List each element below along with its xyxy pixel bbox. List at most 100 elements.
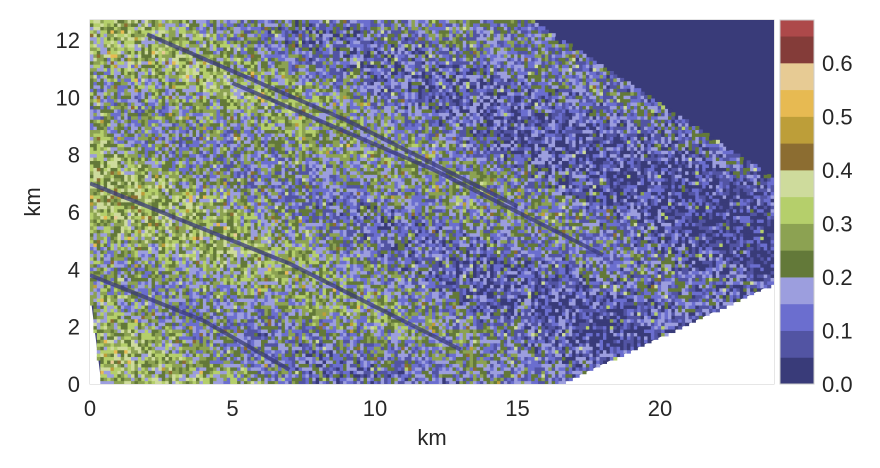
field-cell xyxy=(199,153,204,158)
field-cell xyxy=(90,267,95,272)
field-cell xyxy=(117,167,122,172)
field-cell xyxy=(155,153,160,158)
field-cell xyxy=(137,33,142,38)
field-cell xyxy=(131,215,136,220)
field-cell xyxy=(137,339,142,344)
field-cell xyxy=(165,119,170,124)
field-cell xyxy=(127,212,132,217)
field-cell xyxy=(90,91,95,96)
field-cell xyxy=(182,380,187,384)
field-cell xyxy=(137,249,142,254)
field-cell xyxy=(134,366,139,371)
field-cell xyxy=(199,170,204,175)
field-cell xyxy=(155,225,160,230)
field-cell xyxy=(120,46,125,51)
field-cell xyxy=(117,225,122,230)
field-cell xyxy=(120,119,125,124)
field-cell xyxy=(110,50,115,55)
field-cell xyxy=(155,346,160,351)
field-cell xyxy=(151,277,156,282)
field-cell xyxy=(93,81,98,86)
field-cell xyxy=(93,108,98,113)
field-cell xyxy=(148,71,153,76)
field-cell xyxy=(172,20,177,24)
field-cell xyxy=(165,335,170,340)
field-cell xyxy=(127,301,132,306)
field-cell xyxy=(107,191,112,196)
field-cell xyxy=(175,26,180,31)
field-cell xyxy=(124,136,129,141)
field-cell xyxy=(172,205,177,210)
field-cell xyxy=(141,311,146,316)
field-cell xyxy=(110,95,115,100)
field-cell xyxy=(134,122,139,127)
field-cell xyxy=(124,143,129,148)
field-cell xyxy=(144,315,149,320)
field-cell xyxy=(124,315,129,320)
field-cell xyxy=(117,373,122,378)
field-cell xyxy=(178,88,183,93)
field-cell xyxy=(134,325,139,330)
field-cell xyxy=(172,222,177,227)
field-cell xyxy=(107,363,112,368)
field-cell xyxy=(199,249,204,254)
field-cell xyxy=(103,335,108,340)
field-cell xyxy=(144,229,149,234)
field-cell xyxy=(158,205,163,210)
field-cell xyxy=(165,246,170,251)
field-cell xyxy=(137,246,142,251)
field-cell xyxy=(175,36,180,41)
field-cell xyxy=(141,198,146,203)
field-cell xyxy=(178,205,183,210)
field-cell xyxy=(172,301,177,306)
field-cell xyxy=(151,318,156,323)
field-cell xyxy=(168,356,173,361)
field-cell xyxy=(175,246,180,251)
field-cell xyxy=(120,225,125,230)
field-cell xyxy=(161,170,166,175)
field-cell xyxy=(134,308,139,313)
field-cell xyxy=(161,84,166,89)
field-cell xyxy=(141,270,146,275)
field-cell xyxy=(182,191,187,196)
field-cell xyxy=(158,184,163,189)
field-cell xyxy=(144,46,149,51)
field-cell xyxy=(134,380,139,384)
field-cell xyxy=(110,174,115,179)
field-cell xyxy=(175,373,180,378)
field-cell xyxy=(158,108,163,113)
field-cell xyxy=(178,236,183,241)
field-cell xyxy=(199,84,204,89)
field-cell xyxy=(107,232,112,237)
field-cell xyxy=(100,181,105,186)
field-cell xyxy=(100,150,105,155)
field-cell xyxy=(110,71,115,76)
field-cell xyxy=(127,139,132,144)
field-cell xyxy=(134,71,139,76)
field-cell xyxy=(175,184,180,189)
field-cell xyxy=(110,329,115,334)
field-cell xyxy=(131,377,136,382)
field-cell xyxy=(175,380,180,384)
field-cell xyxy=(165,198,170,203)
field-cell xyxy=(113,170,118,175)
field-cell xyxy=(182,349,187,354)
field-cell xyxy=(144,373,149,378)
field-cell xyxy=(131,157,136,162)
field-cell xyxy=(96,74,101,79)
field-cell xyxy=(127,194,132,199)
field-cell xyxy=(165,222,170,227)
field-cell xyxy=(103,112,108,117)
field-cell xyxy=(107,236,112,241)
field-cell xyxy=(100,215,105,220)
field-cell xyxy=(100,40,105,45)
field-cell xyxy=(93,198,98,203)
field-cell xyxy=(100,29,105,34)
field-cell xyxy=(103,301,108,306)
field-cell xyxy=(161,263,166,268)
field-cell xyxy=(165,22,170,27)
field-cell xyxy=(117,243,122,248)
field-cell xyxy=(141,256,146,261)
field-cell xyxy=(151,46,156,51)
field-cell xyxy=(165,50,170,55)
